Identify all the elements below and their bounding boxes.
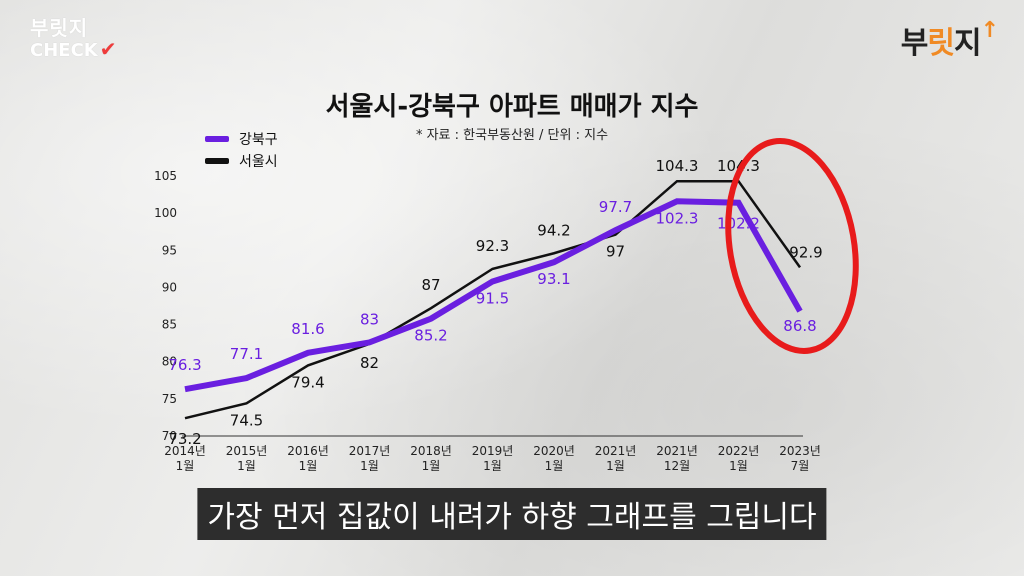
data-label-seoul: 87 xyxy=(421,276,440,294)
data-label-seoul: 82 xyxy=(360,354,379,372)
data-label-gangbuk: 76.3 xyxy=(168,356,201,374)
x-tick-label-year: 2014년 xyxy=(164,444,206,458)
data-label-gangbuk: 85.2 xyxy=(414,327,447,345)
data-label-gangbuk: 97.7 xyxy=(599,198,632,216)
check-icon: ✔ xyxy=(99,37,117,61)
up-arrow-icon: ↑ xyxy=(980,18,999,43)
x-tick-label-year: 2021년 xyxy=(656,444,698,458)
data-label-gangbuk: 91.5 xyxy=(476,289,509,307)
x-tick-label-month: 1월 xyxy=(545,459,564,473)
brand-logo-right: 부릿지↑ xyxy=(900,18,999,62)
brand-check: CHECK ✔ xyxy=(30,39,117,61)
logo-char-2: 릿 xyxy=(927,26,955,61)
data-label-gangbuk: 86.8 xyxy=(783,317,816,335)
x-tick-label-month: 12월 xyxy=(664,459,690,473)
y-tick-label: 105 xyxy=(154,169,177,183)
x-tick-label-month: 1월 xyxy=(299,459,318,473)
x-tick-label-year: 2015년 xyxy=(226,444,268,458)
data-label-seoul: 92.3 xyxy=(476,237,509,255)
data-label-seoul: 104.3 xyxy=(717,157,760,175)
chart-title: 서울시-강북구 아파트 매매가 지수 xyxy=(325,92,699,122)
x-tick-label-year: 2018년 xyxy=(410,444,452,458)
x-tick-label-month: 1월 xyxy=(606,459,625,473)
x-tick-label-month: 1월 xyxy=(176,459,195,473)
data-label-gangbuk: 77.1 xyxy=(230,345,263,363)
brand-logo-left: 부릿지 CHECK ✔ xyxy=(30,18,117,61)
brand-check-text: CHECK xyxy=(30,40,98,61)
x-tick-label-year: 2016년 xyxy=(287,444,329,458)
x-tick-label-year: 2023년 xyxy=(779,444,821,458)
legend-swatch-gangbuk xyxy=(205,136,229,142)
x-tick-label-year: 2019년 xyxy=(472,444,514,458)
series-line-gangbuk xyxy=(184,198,803,393)
legend-label-seoul: 서울시 xyxy=(239,154,278,170)
data-label-gangbuk: 102.2 xyxy=(717,215,760,233)
chart-legend: 강북구 서울시 xyxy=(205,128,278,172)
video-subtitle: 가장 먼저 집값이 내려가 하향 그래프를 그립니다 xyxy=(197,488,827,540)
logo-char-3: 지 xyxy=(953,26,982,61)
data-label-seoul: 92.9 xyxy=(789,243,822,261)
x-tick-label-year: 2021년 xyxy=(595,444,637,458)
x-tick-label-month: 1월 xyxy=(483,459,502,473)
y-tick-label: 80 xyxy=(162,355,177,369)
data-label-gangbuk: 93.1 xyxy=(537,270,570,288)
x-tick-label-year: 2022년 xyxy=(718,444,760,458)
chart-source: * 자료 : 한국부동산원 / 단위 : 지수 xyxy=(415,128,609,143)
data-label-gangbuk: 102.3 xyxy=(656,209,699,227)
x-tick-label-month: 1월 xyxy=(237,459,256,473)
legend-item-seoul: 서울시 xyxy=(205,150,278,172)
x-tick-label-month: 1월 xyxy=(729,459,748,473)
series-line-seoul xyxy=(184,179,802,420)
y-tick-label: 70 xyxy=(162,429,177,443)
data-label-seoul: 73.2 xyxy=(168,430,201,448)
data-label-seoul: 97 xyxy=(606,243,625,261)
data-label-seoul: 104.3 xyxy=(656,157,699,175)
legend-swatch-seoul xyxy=(205,158,229,164)
y-tick-label: 90 xyxy=(162,280,177,294)
logo-char-1: 부 xyxy=(900,26,929,61)
data-label-seoul: 79.4 xyxy=(291,373,324,391)
data-label-gangbuk: 81.6 xyxy=(291,320,324,338)
y-tick-label: 85 xyxy=(162,318,177,332)
y-tick-label: 95 xyxy=(162,243,177,257)
legend-item-gangbuk: 강북구 xyxy=(205,128,278,150)
legend-label-gangbuk: 강북구 xyxy=(239,132,278,148)
x-tick-label-year: 2020년 xyxy=(533,444,575,458)
x-tick-label-month: 1월 xyxy=(422,459,441,473)
data-label-seoul: 94.2 xyxy=(537,221,570,239)
data-label-gangbuk: 83 xyxy=(360,310,379,328)
x-tick-label-month: 7월 xyxy=(791,459,810,473)
x-tick-label-year: 2017년 xyxy=(349,444,391,458)
y-tick-label: 75 xyxy=(162,392,177,406)
x-tick-label-month: 1월 xyxy=(360,459,379,473)
data-label-seoul: 74.5 xyxy=(230,411,263,429)
brand-name: 부릿지 xyxy=(30,16,89,40)
y-tick-label: 100 xyxy=(154,206,177,220)
highlight-ellipse xyxy=(725,138,859,354)
